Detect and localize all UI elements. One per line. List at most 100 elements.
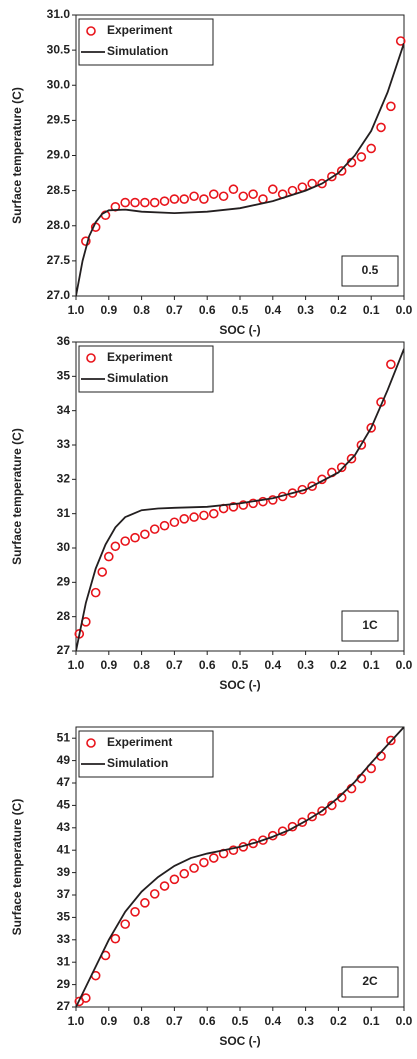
x-tick-label: 0.1 [363,303,380,317]
x-tick-label: 0.8 [133,658,150,672]
data-point [199,510,209,521]
data-point [248,498,258,509]
legend-box [78,18,214,66]
data-point [189,191,199,202]
data-point [336,166,347,176]
legend-label: Simulation [107,371,168,385]
data-point [149,524,160,534]
legend-label: Simulation [107,44,168,58]
y-axis-label: Surface temperature (C) [10,428,24,565]
y-tick-label: 28 [57,609,71,623]
data-point [356,440,367,450]
simulation-line [76,348,404,651]
x-tick-label: 0.4 [264,1014,281,1028]
data-point [120,536,130,546]
legend-marker [86,738,96,748]
legend-label: Simulation [107,756,168,770]
x-axis-label: SOC (-) [219,323,260,337]
legend-box [78,730,214,778]
data-point [179,868,190,879]
annotation: 2C [362,974,378,988]
x-tick-label: 0.4 [264,658,281,672]
data-point [366,423,377,433]
simulation-line [76,727,404,1007]
y-tick-label: 36 [57,334,71,348]
data-point [140,529,150,540]
data-point [130,532,140,543]
annotation-box [341,255,399,287]
annotation: 0.5 [362,263,379,277]
data-point [189,863,199,873]
y-tick-label: 35 [57,910,71,924]
data-point [159,520,170,531]
x-tick-label: 0.0 [396,303,413,317]
data-point [189,512,199,522]
data-point [386,359,396,370]
y-tick-label: 29 [57,977,71,991]
y-tick-label: 28.0 [47,218,71,232]
x-tick-label: 0.5 [232,303,249,317]
x-tick-label: 0.3 [297,303,314,317]
data-point [140,898,150,908]
y-tick-label: 28.5 [47,183,71,197]
x-tick-label: 0.8 [133,1014,150,1028]
y-tick-label: 30.0 [47,77,71,91]
x-tick-label: 0.7 [166,658,183,672]
data-point [356,152,367,162]
x-tick-label: 0.6 [199,1014,216,1028]
x-tick-label: 0.6 [199,658,216,672]
chart-panel: 27 29 31 33 35 37 39 41 43 45 47 49 51 1.0 0.9 0.8 0.7 0.… [10,726,413,1048]
data-point [120,919,130,929]
x-tick-label: 0.5 [232,1014,249,1028]
x-tick-label: 0.5 [232,658,249,672]
x-tick-label: 0.9 [100,1014,117,1028]
legend-label: Experiment [107,23,172,37]
data-point [386,101,396,112]
data-point [327,171,337,182]
x-tick-label: 0.2 [330,303,347,317]
x-tick-label: 0.9 [100,658,117,672]
legend-marker [86,353,96,363]
annotation-box [341,610,399,642]
y-tick-label: 30.5 [47,42,71,56]
y-tick-label: 49 [57,753,71,767]
y-tick-label: 47 [57,775,71,789]
data-point [169,517,180,528]
data-point [248,189,258,199]
x-axis-label: SOC (-) [219,1034,260,1048]
y-tick-label: 32 [57,472,71,486]
chart-panel: 27 28 29 30 31 32 33 34 35 36 1.0 0.9 0.8 0.7 0.6 0.5 0.… [10,334,412,692]
data-point [179,514,190,524]
data-point [110,933,121,944]
y-axis-label: Surface temperature (C) [10,87,24,224]
data-point [81,993,91,1003]
x-tick-label: 1.0 [68,1014,85,1028]
x-tick-label: 0.1 [363,658,380,672]
legend-marker [86,26,96,36]
data-point [307,481,317,492]
data-point [208,189,219,199]
y-tick-label: 33 [57,437,71,451]
x-tick-label: 0.4 [264,303,281,317]
data-point [110,541,121,552]
y-tick-label: 35 [57,369,71,383]
y-tick-label: 51 [57,730,71,744]
x-tick-label: 1.0 [68,658,85,672]
data-point [297,817,308,828]
y-tick-label: 31.0 [47,7,71,21]
data-point [238,500,249,510]
data-point [287,488,298,498]
y-tick-label: 31 [57,506,71,520]
y-tick-label: 27.0 [47,288,71,302]
x-tick-label: 0.0 [396,658,413,672]
data-point [159,881,170,891]
x-tick-label: 1.0 [68,303,85,317]
data-point [149,889,160,899]
simulation-line [76,42,404,296]
data-point [228,845,239,856]
data-point [258,835,268,845]
data-point [267,184,278,195]
data-point [97,567,108,577]
data-point [267,495,278,505]
